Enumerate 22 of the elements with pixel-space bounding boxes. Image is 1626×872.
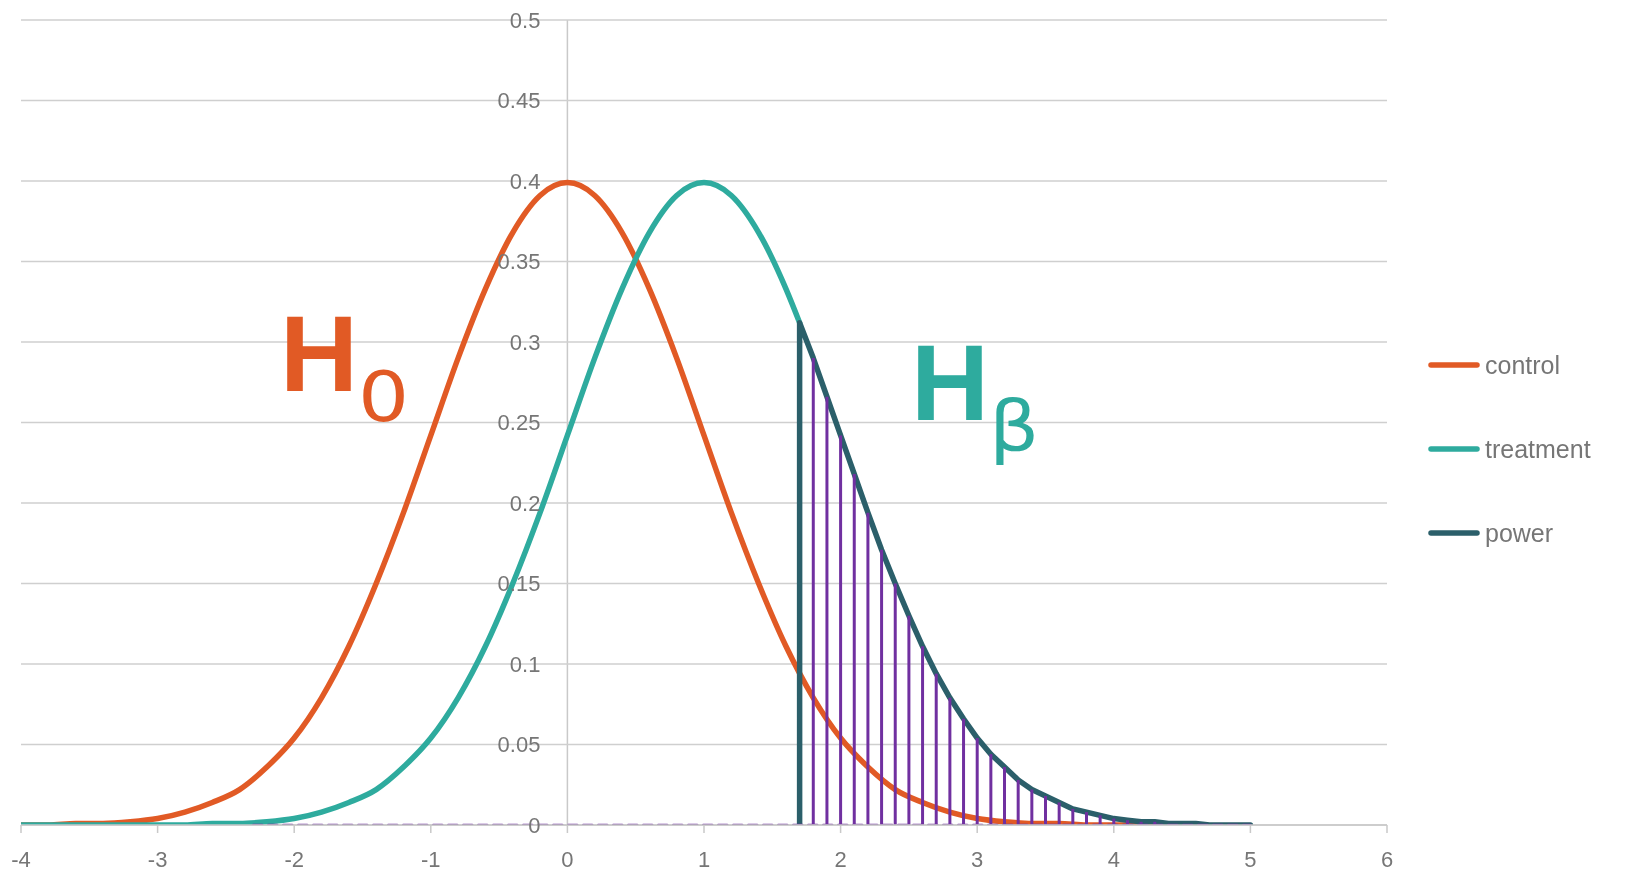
- legend-label: power: [1485, 518, 1554, 548]
- x-tick-label: -1: [421, 846, 441, 872]
- y-tick-label: 0.25: [497, 410, 541, 435]
- x-tick-label: -2: [284, 846, 304, 872]
- x-tick-label: -4: [11, 846, 31, 872]
- x-tick-label: 0: [561, 846, 574, 872]
- y-tick-label: 0.2: [509, 490, 541, 516]
- x-tick-label: 5: [1244, 846, 1257, 872]
- x-tick-label: 1: [697, 846, 711, 872]
- x-tick-label: 6: [1380, 846, 1394, 872]
- y-tick-label: 0.05: [497, 732, 541, 757]
- x-tick-label: 3: [971, 846, 984, 872]
- legend-label: treatment: [1485, 434, 1591, 464]
- y-tick-label: 0.3: [509, 329, 541, 355]
- x-tick-label: -3: [147, 846, 168, 872]
- x-tick-label: 4: [1107, 846, 1120, 872]
- x-tick-label: 2: [834, 846, 847, 872]
- y-tick-label: 0.45: [497, 88, 541, 113]
- y-tick-label: 0.4: [509, 168, 541, 194]
- legend-label: control: [1485, 350, 1561, 380]
- y-tick-label: 0.5: [509, 7, 541, 33]
- y-tick-label: 0.1: [509, 651, 541, 677]
